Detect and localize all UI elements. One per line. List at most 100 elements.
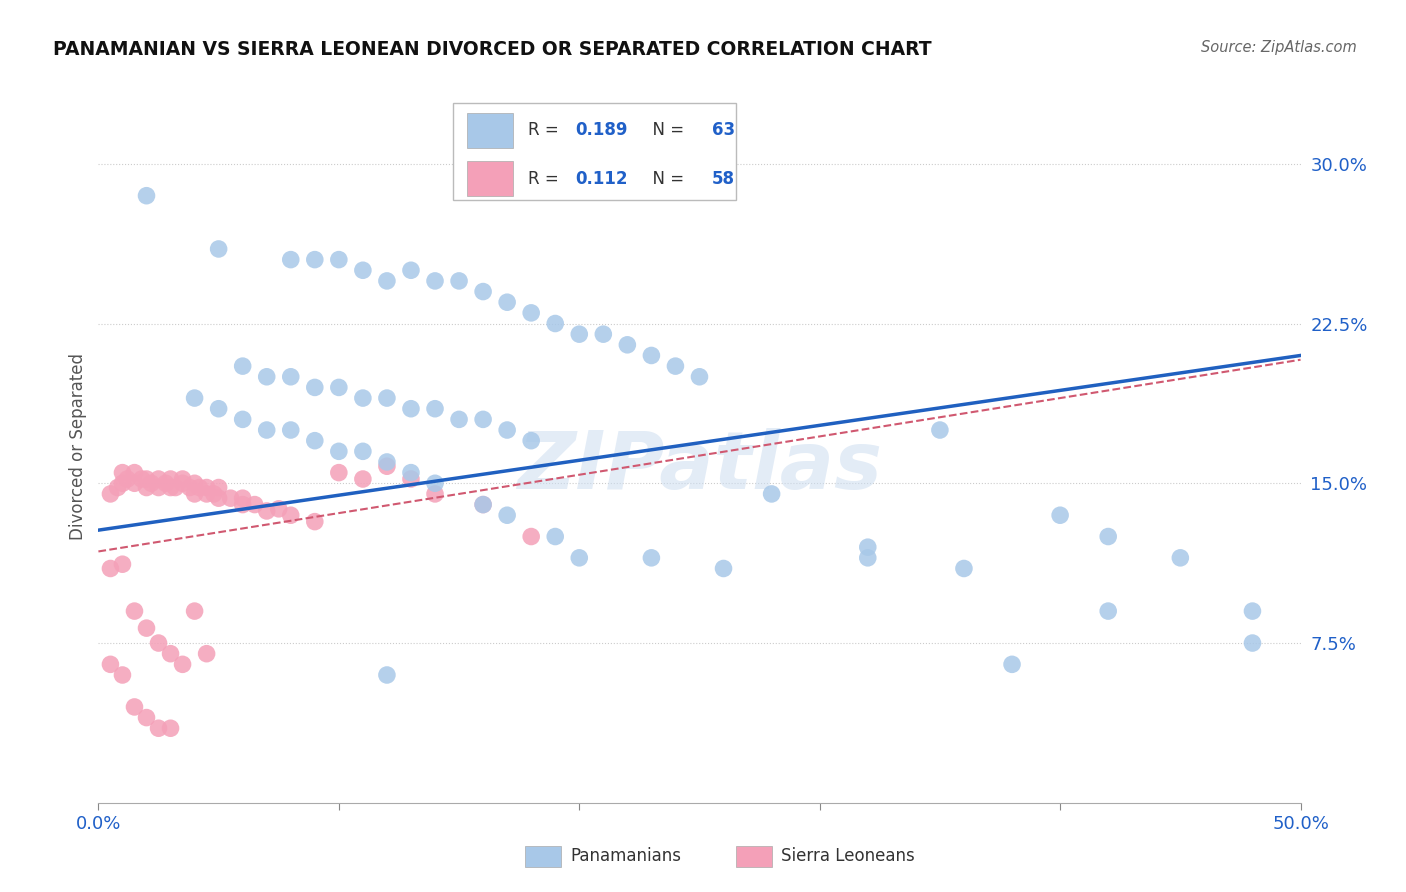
- Point: [148, 472, 170, 486]
- Point: [592, 327, 614, 342]
- Point: [856, 540, 879, 554]
- Point: [148, 721, 170, 735]
- Point: [100, 487, 122, 501]
- Point: [111, 668, 134, 682]
- Point: [232, 491, 254, 506]
- Text: ZIPatlas: ZIPatlas: [517, 428, 882, 507]
- Text: N =: N =: [641, 169, 689, 187]
- Text: R =: R =: [527, 121, 564, 139]
- Point: [544, 317, 567, 331]
- Point: [928, 423, 950, 437]
- Point: [100, 657, 122, 672]
- Point: [280, 369, 302, 384]
- Point: [208, 481, 231, 495]
- Point: [172, 476, 194, 491]
- Point: [568, 327, 591, 342]
- Point: [111, 466, 134, 480]
- Point: [195, 647, 218, 661]
- Point: [496, 508, 519, 523]
- Text: PANAMANIAN VS SIERRA LEONEAN DIVORCED OR SEPARATED CORRELATION CHART: PANAMANIAN VS SIERRA LEONEAN DIVORCED OR…: [53, 40, 932, 59]
- Point: [280, 423, 302, 437]
- Point: [304, 515, 326, 529]
- Point: [202, 487, 225, 501]
- Point: [375, 455, 398, 469]
- Point: [761, 487, 783, 501]
- Point: [713, 561, 735, 575]
- Text: N =: N =: [641, 121, 689, 139]
- Point: [520, 434, 543, 448]
- Point: [472, 412, 495, 426]
- Point: [447, 274, 470, 288]
- Point: [111, 558, 134, 572]
- Point: [135, 188, 157, 202]
- Point: [423, 401, 446, 416]
- Point: [423, 476, 446, 491]
- Point: [141, 476, 163, 491]
- Y-axis label: Divorced or Separated: Divorced or Separated: [69, 352, 87, 540]
- Point: [267, 501, 290, 516]
- Point: [124, 604, 146, 618]
- Text: 0.189: 0.189: [575, 121, 628, 139]
- Point: [256, 369, 278, 384]
- Point: [856, 550, 879, 565]
- Text: Source: ZipAtlas.com: Source: ZipAtlas.com: [1201, 40, 1357, 55]
- Point: [135, 710, 157, 724]
- Point: [1241, 604, 1264, 618]
- Point: [159, 481, 181, 495]
- Point: [117, 472, 139, 486]
- Point: [208, 491, 231, 506]
- Point: [100, 561, 122, 575]
- Point: [472, 498, 495, 512]
- Point: [124, 466, 146, 480]
- Point: [155, 476, 177, 491]
- Point: [208, 401, 231, 416]
- Point: [219, 491, 242, 506]
- Point: [1097, 604, 1119, 618]
- Point: [183, 604, 205, 618]
- Point: [328, 380, 350, 394]
- Point: [520, 529, 543, 543]
- Point: [544, 529, 567, 543]
- Point: [165, 481, 187, 495]
- Point: [399, 401, 422, 416]
- Point: [328, 252, 350, 267]
- Point: [688, 369, 710, 384]
- Point: [953, 561, 976, 575]
- FancyBboxPatch shape: [453, 103, 735, 200]
- Point: [107, 481, 129, 495]
- Point: [148, 636, 170, 650]
- Point: [496, 295, 519, 310]
- Text: R =: R =: [527, 169, 564, 187]
- Point: [172, 657, 194, 672]
- Point: [183, 391, 205, 405]
- Point: [328, 466, 350, 480]
- Point: [232, 412, 254, 426]
- Point: [135, 472, 157, 486]
- Point: [124, 700, 146, 714]
- Point: [1049, 508, 1071, 523]
- Point: [1001, 657, 1024, 672]
- Point: [131, 472, 153, 486]
- Point: [520, 306, 543, 320]
- Point: [1097, 529, 1119, 543]
- Point: [183, 476, 205, 491]
- Point: [232, 359, 254, 373]
- Point: [304, 434, 326, 448]
- Point: [304, 252, 326, 267]
- Point: [568, 550, 591, 565]
- Point: [172, 472, 194, 486]
- Point: [256, 504, 278, 518]
- Point: [375, 459, 398, 474]
- Point: [496, 423, 519, 437]
- Text: 0.112: 0.112: [575, 169, 628, 187]
- Point: [423, 274, 446, 288]
- Point: [399, 466, 422, 480]
- Point: [1170, 550, 1192, 565]
- Point: [135, 481, 157, 495]
- Point: [423, 487, 446, 501]
- Point: [1241, 636, 1264, 650]
- Bar: [526, 846, 561, 867]
- Point: [375, 668, 398, 682]
- Point: [640, 550, 662, 565]
- Text: Panamanians: Panamanians: [571, 847, 682, 865]
